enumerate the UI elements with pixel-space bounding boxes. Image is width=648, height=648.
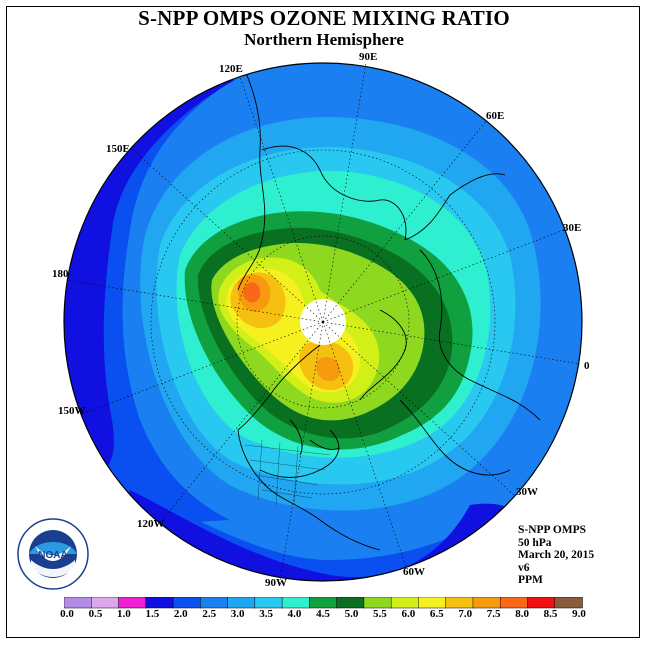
colorbar-swatch-6 <box>227 597 256 609</box>
colorbar-swatch-18 <box>554 597 583 609</box>
map-boundary <box>63 62 583 582</box>
lon-label-120w: 120W <box>137 518 165 530</box>
colorbar-tick-label: 4.0 <box>287 608 302 620</box>
lon-label-90w: 90W <box>265 577 287 589</box>
product-info: S-NPP OMPS 50 hPa March 20, 2015 v6 PPM <box>518 524 594 587</box>
lon-label-60w: 60W <box>403 566 425 578</box>
version-text: v6 <box>518 561 530 574</box>
colorbar-swatch-10 <box>336 597 365 609</box>
state-boundaries <box>244 439 331 506</box>
noaa-logo: NOAA <box>17 518 89 590</box>
colorbar-tick-label: 7.5 <box>486 608 501 620</box>
lon-label-0: 0 <box>584 360 590 372</box>
lon-label-90e: 90E <box>359 51 378 63</box>
colorbar-tick-label: 5.5 <box>373 608 387 620</box>
colorbar-tick-label: 6.0 <box>401 608 416 620</box>
colorbar-tick-label: 9.0 <box>572 608 586 620</box>
date-text: March 20, 2015 <box>518 549 595 562</box>
lon-label-180: 180 <box>52 268 69 280</box>
colorbar-swatch-12 <box>390 597 420 609</box>
lon-label-30e: 30E <box>563 222 582 234</box>
map-title: S-NPP OMPS OZONE MIXING RATIO <box>138 6 510 30</box>
colorbar-tick-label: 0.5 <box>88 608 103 620</box>
colorbar-tick-label: 3.0 <box>230 608 245 620</box>
colorbar-tick-label: 2.0 <box>173 608 188 620</box>
lon-label-150e: 150E <box>106 143 130 155</box>
figure-frame <box>6 6 640 638</box>
lon-label-30w: 30W <box>516 486 538 498</box>
colorbar-swatch-17 <box>527 597 556 609</box>
lon-label-120e: 120E <box>219 63 243 75</box>
graticule <box>65 62 581 582</box>
instrument-text: S-NPP OMPS <box>518 524 587 536</box>
colorbar-tick-label: 8.0 <box>515 608 529 620</box>
colorbar-swatch-5 <box>200 597 229 609</box>
colorbar-swatch-0 <box>64 597 93 609</box>
colorbar-tick-label: 1.5 <box>145 608 160 620</box>
colorbar-swatch-8 <box>281 597 311 609</box>
colorbar-tick-label: 7.0 <box>458 608 473 620</box>
map-subtitle: Northern Hemisphere <box>244 30 404 49</box>
colorbar-tick-label: 2.5 <box>202 608 217 620</box>
noaa-logo-text: NOAA <box>38 550 67 561</box>
colorbar-swatch-1 <box>91 597 120 609</box>
lon-label-60e: 60E <box>486 110 505 122</box>
colorbar-tick-label: 1.0 <box>117 608 131 620</box>
colorbar-swatch-7 <box>254 597 283 609</box>
colorbar <box>64 597 583 609</box>
colorbar-swatch-13 <box>418 597 447 609</box>
lon-label-150w: 150W <box>58 405 86 417</box>
band-7-5-b <box>316 357 341 382</box>
colorbar-tick-label: 4.5 <box>316 608 330 620</box>
colorbar-tick-label: 3.5 <box>259 608 273 620</box>
colorbar-swatch-3 <box>145 597 174 609</box>
colorbar-tick-label: 5.0 <box>344 608 359 620</box>
band-8-0 <box>243 282 261 303</box>
colorbar-swatch-11 <box>363 597 392 609</box>
colorbar-swatch-15 <box>472 597 501 609</box>
colorbar-swatch-16 <box>499 597 529 609</box>
colorbar-swatch-14 <box>445 597 474 609</box>
colorbar-tick-label: 8.5 <box>543 608 558 620</box>
colorbar-tick-label: 0.0 <box>60 608 74 620</box>
pressure-level-text: 50 hPa <box>518 536 552 549</box>
colorbar-swatch-2 <box>118 597 147 609</box>
colorbar-swatch-9 <box>309 597 338 609</box>
coastlines <box>237 63 541 551</box>
colorbar-tick-label: 6.5 <box>429 608 444 620</box>
colorbar-swatch-4 <box>172 597 202 609</box>
units-text: PPM <box>518 574 543 587</box>
